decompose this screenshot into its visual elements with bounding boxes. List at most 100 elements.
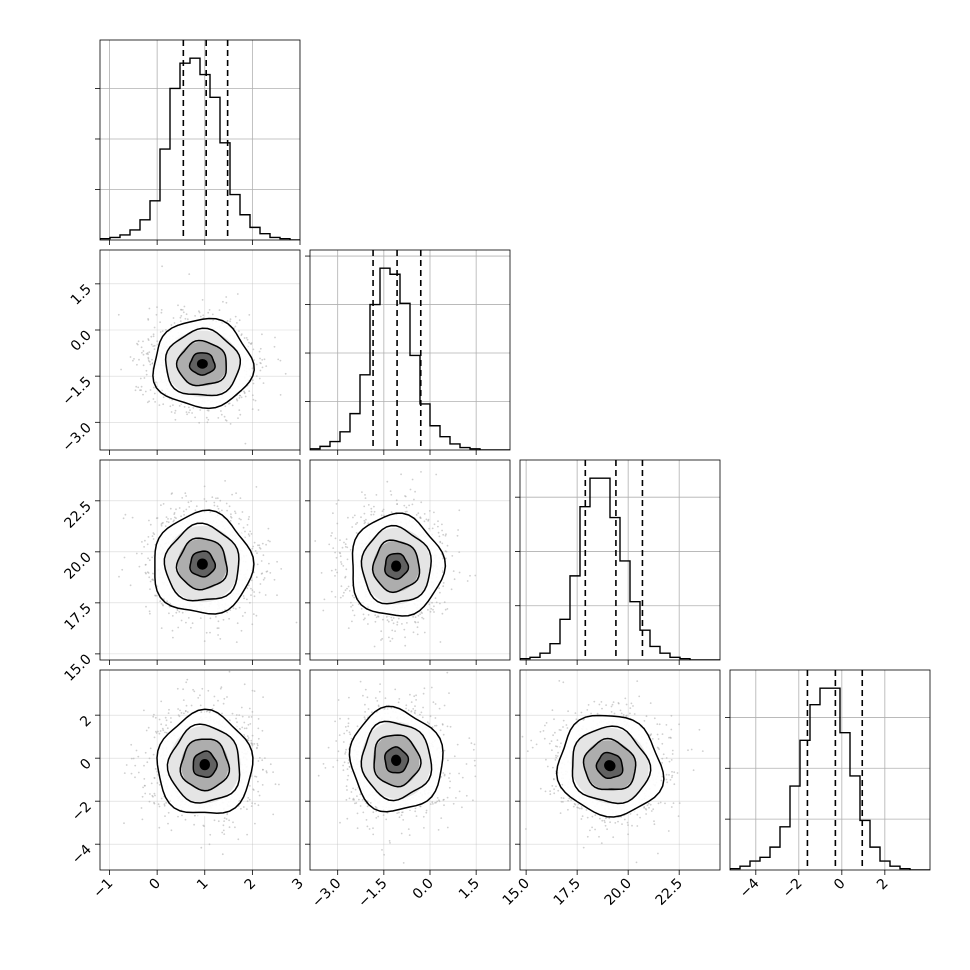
- scatter-point: [242, 526, 245, 529]
- histogram-bar: [230, 195, 240, 240]
- scatter-point: [260, 362, 262, 365]
- scatter-point: [148, 400, 151, 403]
- scatter-point: [154, 716, 157, 719]
- scatter-point: [247, 518, 250, 521]
- scatter-point: [157, 803, 160, 806]
- scatter-point: [351, 620, 353, 623]
- histogram-bar: [550, 644, 560, 660]
- scatter-point: [160, 504, 162, 507]
- panel-frame: [309, 459, 511, 661]
- scatter-point: [239, 394, 242, 397]
- scatter-point: [434, 597, 437, 599]
- scatter-point: [152, 333, 155, 336]
- scatter-point: [162, 503, 165, 505]
- scatter-point: [386, 480, 389, 483]
- scatter-point: [236, 721, 238, 724]
- histogram-bar: [150, 201, 160, 240]
- scatter-point: [413, 498, 415, 501]
- scatter-point: [159, 600, 162, 603]
- scatter-point: [262, 578, 265, 581]
- scatter-point: [262, 382, 265, 384]
- scatter-point: [230, 516, 233, 519]
- scatter-point: [277, 358, 280, 361]
- scatter-point: [154, 401, 157, 403]
- contour-line: [360, 524, 432, 605]
- scatter-point: [335, 556, 338, 559]
- scatter-point: [170, 411, 173, 413]
- scatter-point: [416, 633, 419, 636]
- scatter-point: [331, 532, 333, 534]
- scatter-point: [226, 696, 228, 698]
- scatter-point: [248, 341, 250, 344]
- scatter-point: [150, 343, 153, 346]
- scatter-point: [364, 497, 367, 499]
- scatter-point: [252, 398, 255, 401]
- scatter-point: [184, 317, 187, 320]
- scatter-panel-1-0: [100, 250, 300, 450]
- histogram-bar: [190, 58, 200, 240]
- panel-frame: [99, 39, 301, 241]
- scatter-point: [135, 385, 138, 388]
- scatter-point: [181, 497, 184, 499]
- scatter-point: [142, 393, 144, 396]
- scatter-point: [253, 591, 256, 593]
- scatter-point: [193, 814, 196, 817]
- scatter-point: [247, 533, 250, 536]
- scatter-point: [432, 608, 434, 611]
- scatter-point: [263, 358, 266, 361]
- scatter-point: [390, 511, 393, 513]
- scatter-point: [151, 578, 154, 581]
- scatter-point: [342, 565, 345, 567]
- scatter-point: [356, 521, 359, 524]
- scatter-point: [149, 793, 151, 795]
- scatter-point: [234, 325, 237, 328]
- scatter-point: [178, 610, 181, 613]
- scatter-point: [406, 622, 408, 624]
- scatter-point: [173, 513, 176, 515]
- scatter-point: [238, 517, 241, 520]
- scatter-point: [364, 617, 366, 620]
- scatter-point: [179, 316, 182, 319]
- hist-panel-0: [100, 40, 300, 240]
- scatter-point: [159, 331, 162, 333]
- scatter-point: [217, 417, 220, 419]
- scatter-point: [397, 617, 400, 620]
- scatter-point: [207, 689, 210, 692]
- scatter-point: [155, 730, 157, 733]
- scatter-point: [251, 711, 254, 713]
- contour-line: [384, 552, 410, 580]
- contour-line: [188, 352, 216, 376]
- scatter-point: [250, 587, 252, 590]
- scatter-point: [365, 518, 367, 521]
- scatter-point: [206, 421, 209, 424]
- scatter-point: [180, 308, 183, 311]
- scatter-point: [258, 591, 261, 594]
- scatter-point: [181, 611, 184, 614]
- scatter-point: [350, 601, 352, 604]
- scatter-point: [181, 309, 184, 311]
- scatter-point: [240, 518, 242, 521]
- scatter-point: [246, 587, 249, 590]
- scatter-point: [367, 614, 370, 616]
- scatter-point: [254, 775, 256, 778]
- scatter-point: [255, 375, 258, 377]
- scatter-point: [229, 609, 232, 611]
- scatter-point: [383, 514, 385, 517]
- scatter-point: [386, 619, 389, 621]
- scatter-point: [251, 589, 254, 591]
- scatter-point: [216, 497, 219, 500]
- scatter-point: [279, 359, 282, 362]
- histogram-bar: [210, 97, 220, 240]
- scatter-point: [253, 359, 256, 361]
- scatter-point: [160, 700, 163, 703]
- scatter-point: [245, 337, 248, 339]
- scatter-point: [363, 505, 366, 508]
- scatter-point: [374, 614, 377, 616]
- scatter-point: [239, 413, 242, 416]
- scatter-point: [261, 759, 264, 762]
- scatter-point: [257, 780, 259, 783]
- scatter-point: [353, 614, 356, 617]
- histogram-bar: [450, 444, 460, 450]
- histogram-bar: [870, 847, 880, 870]
